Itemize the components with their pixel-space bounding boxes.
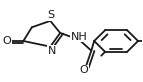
Text: N: N	[48, 46, 56, 56]
Text: NH: NH	[71, 32, 88, 42]
Text: S: S	[47, 10, 54, 20]
Text: O: O	[3, 36, 11, 46]
Text: O: O	[79, 65, 88, 75]
